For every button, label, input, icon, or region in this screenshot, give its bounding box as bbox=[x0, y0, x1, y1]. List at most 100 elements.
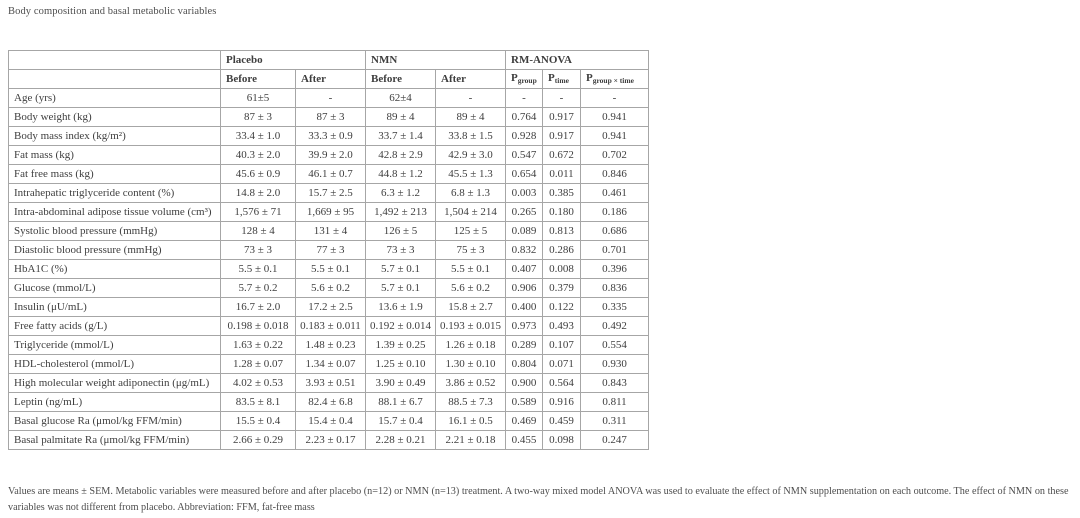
table-cell: 3.86 ± 0.52 bbox=[435, 373, 506, 393]
table-cell: 126 ± 5 bbox=[365, 221, 436, 241]
row-label: Basal palmitate Ra (μmol/kg FFM/min) bbox=[8, 430, 221, 450]
table-cell: 1.26 ± 0.18 bbox=[435, 335, 506, 355]
table-cell: 0.917 bbox=[542, 126, 581, 146]
table-cell: 0.186 bbox=[580, 202, 649, 222]
table-cell: 0.193 ± 0.015 bbox=[435, 316, 506, 336]
table-row: Insulin (μU/mL) 16.7 ± 2.0 17.2 ± 2.5 13.6 … bbox=[8, 297, 649, 317]
table-cell: 0.941 bbox=[580, 107, 649, 127]
table-cell: 0.832 bbox=[505, 240, 543, 260]
column-header-subscript: group bbox=[517, 76, 537, 86]
group-header-cell: RM-ANOVA bbox=[505, 50, 649, 70]
table-cell: 14.8 ± 2.0 bbox=[220, 183, 296, 203]
table-cell: 15.4 ± 0.4 bbox=[295, 411, 366, 431]
table-cell: 0.247 bbox=[580, 430, 649, 450]
row-label: Triglyceride (mmol/L) bbox=[8, 335, 221, 355]
table-cell: 0.564 bbox=[542, 373, 581, 393]
table-cell: 0.547 bbox=[505, 145, 543, 165]
table-cell: 0.973 bbox=[505, 316, 543, 336]
row-label: Systolic blood pressure (mmHg) bbox=[8, 221, 221, 241]
column-header-subscript: group × time bbox=[592, 76, 634, 86]
table-cell: 0.071 bbox=[542, 354, 581, 374]
table-row: Basal palmitate Ra (μmol/kg FFM/min) 2.66… bbox=[8, 430, 649, 450]
table-row: Age (yrs) 61±5-62±4- - - - bbox=[8, 88, 649, 108]
table-cell: 1.63 ± 0.22 bbox=[220, 335, 296, 355]
table-row: High molecular weight adiponectin (μg/mL… bbox=[8, 373, 649, 393]
table-cell: 0.928 bbox=[505, 126, 543, 146]
table-row: Body weight (kg) 87 ± 3 87 ± 3 89 ± 4 89 ± 4… bbox=[8, 107, 649, 127]
table-cell: 33.7 ± 1.4 bbox=[365, 126, 436, 146]
column-header-cell: After bbox=[435, 69, 506, 89]
table-cell: 1.28 ± 0.07 bbox=[220, 354, 296, 374]
table-cell: 15.8 ± 2.7 bbox=[435, 297, 506, 317]
table-cell: 6.8 ± 1.3 bbox=[435, 183, 506, 203]
row-label: HDL-cholesterol (mmol/L) bbox=[8, 354, 221, 374]
row-label: Body weight (kg) bbox=[8, 107, 221, 127]
table-row: Leptin (ng/mL) 83.5 ± 8.1 82.4 ± 6.8 88.1 ±… bbox=[8, 392, 649, 412]
table-cell: 5.5 ± 0.1 bbox=[220, 259, 296, 279]
row-label: Intrahepatic triglyceride content (%) bbox=[8, 183, 221, 203]
table-cell: 1,669 ± 95 bbox=[295, 202, 366, 222]
row-label: Diastolic blood pressure (mmHg) bbox=[8, 240, 221, 260]
table-body: Age (yrs) 61±5-62±4- - - - Body weight (kg) 87… bbox=[8, 88, 649, 450]
table-cell: 73 ± 3 bbox=[220, 240, 296, 260]
column-header-cell: Before bbox=[365, 69, 436, 89]
row-label: Basal glucose Ra (μmol/kg FFM/min) bbox=[8, 411, 221, 431]
table-cell: 1,504 ± 214 bbox=[435, 202, 506, 222]
table-cell: 0.107 bbox=[542, 335, 581, 355]
table-cell: 0.469 bbox=[505, 411, 543, 431]
table-cell: 0.930 bbox=[580, 354, 649, 374]
table-cell: 0.492 bbox=[580, 316, 649, 336]
table-cell: 125 ± 5 bbox=[435, 221, 506, 241]
table-cell: 82.4 ± 6.8 bbox=[295, 392, 366, 412]
table-cell: 1.25 ± 0.10 bbox=[365, 354, 436, 374]
table-cell: 0.917 bbox=[542, 107, 581, 127]
row-label: Body mass index (kg/m²) bbox=[8, 126, 221, 146]
group-header-cell: NMN bbox=[365, 50, 506, 70]
table-cell: 128 ± 4 bbox=[220, 221, 296, 241]
table-row: Basal glucose Ra (μmol/kg FFM/min) 15.5 ±… bbox=[8, 411, 649, 431]
table-cell: 5.6 ± 0.2 bbox=[435, 278, 506, 298]
table-cell: 0.813 bbox=[542, 221, 581, 241]
row-label: Age (yrs) bbox=[8, 88, 221, 108]
table-cell: 0.180 bbox=[542, 202, 581, 222]
row-label: Glucose (mmol/L) bbox=[8, 278, 221, 298]
column-header-cell bbox=[8, 69, 221, 89]
table-cell: 4.02 ± 0.53 bbox=[220, 373, 296, 393]
table-cell: 45.6 ± 0.9 bbox=[220, 164, 296, 184]
table-cell: 0.089 bbox=[505, 221, 543, 241]
table-cell: 131 ± 4 bbox=[295, 221, 366, 241]
table-row: Intra-abdominal adipose tissue volume (c… bbox=[8, 202, 649, 222]
table-row: Triglyceride (mmol/L) 1.63 ± 0.22 1.48 ± 0… bbox=[8, 335, 649, 355]
table-cell: 2.23 ± 0.17 bbox=[295, 430, 366, 450]
table-cell: 1.48 ± 0.23 bbox=[295, 335, 366, 355]
table-cell: 5.5 ± 0.1 bbox=[435, 259, 506, 279]
table-cell: 0.554 bbox=[580, 335, 649, 355]
table-cell: 46.1 ± 0.7 bbox=[295, 164, 366, 184]
table-cell: 87 ± 3 bbox=[295, 107, 366, 127]
table-cell: 1.39 ± 0.25 bbox=[365, 335, 436, 355]
table-cell: 17.2 ± 2.5 bbox=[295, 297, 366, 317]
table-row: Free fatty acids (g/L) 0.198 ± 0.018 0.183… bbox=[8, 316, 649, 336]
table-cell: 0.900 bbox=[505, 373, 543, 393]
table-cell: 2.28 ± 0.21 bbox=[365, 430, 436, 450]
table-cell: 15.7 ± 0.4 bbox=[365, 411, 436, 431]
table-cell: - bbox=[435, 88, 506, 108]
table-cell: 3.93 ± 0.51 bbox=[295, 373, 366, 393]
table-cell: 0.811 bbox=[580, 392, 649, 412]
table-cell: 0.906 bbox=[505, 278, 543, 298]
table-cell: 0.916 bbox=[542, 392, 581, 412]
row-label: Intra-abdominal adipose tissue volume (c… bbox=[8, 202, 221, 222]
table-row: Diastolic blood pressure (mmHg) 73 ± 3 77 … bbox=[8, 240, 649, 260]
table-cell: - bbox=[295, 88, 366, 108]
table-cell: 0.011 bbox=[542, 164, 581, 184]
table-cell: 0.122 bbox=[542, 297, 581, 317]
table-cell: 88.5 ± 7.3 bbox=[435, 392, 506, 412]
table-row: Glucose (mmol/L) 5.7 ± 0.2 5.6 ± 0.2 5.7 ± … bbox=[8, 278, 649, 298]
table-cell: 5.5 ± 0.1 bbox=[295, 259, 366, 279]
table-cell: - bbox=[542, 88, 581, 108]
results-table: Placebo NMN RM-ANOVA Before After Before After… bbox=[8, 50, 649, 450]
table-cell: 2.21 ± 0.18 bbox=[435, 430, 506, 450]
table-cell: 3.90 ± 0.49 bbox=[365, 373, 436, 393]
table-cell: 0.764 bbox=[505, 107, 543, 127]
